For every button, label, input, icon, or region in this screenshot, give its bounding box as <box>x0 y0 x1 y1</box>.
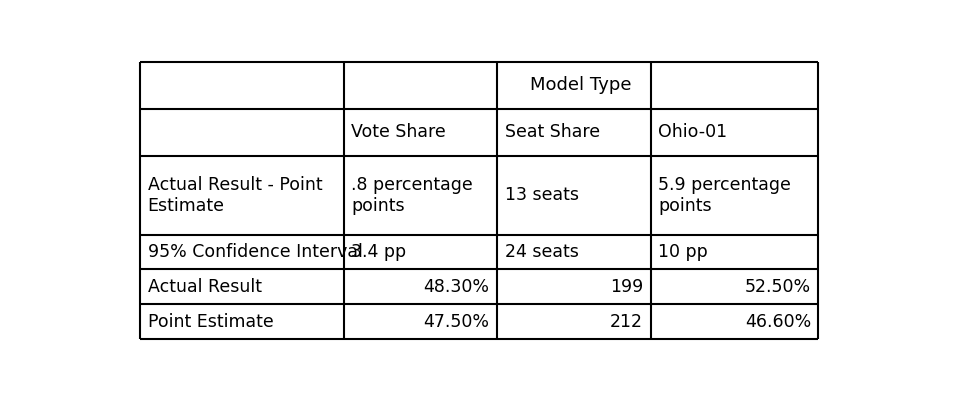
Text: Point Estimate: Point Estimate <box>147 313 273 331</box>
Text: 24 seats: 24 seats <box>504 243 578 261</box>
Text: Actual Result - Point
Estimate: Actual Result - Point Estimate <box>147 176 322 214</box>
Text: 5.9 percentage
points: 5.9 percentage points <box>658 176 791 214</box>
Text: 52.50%: 52.50% <box>744 278 810 296</box>
Text: Seat Share: Seat Share <box>504 123 599 141</box>
Text: Actual Result: Actual Result <box>147 278 262 296</box>
Text: 47.50%: 47.50% <box>423 313 489 331</box>
Text: 95% Confidence Interval: 95% Confidence Interval <box>147 243 362 261</box>
Text: 3.4 pp: 3.4 pp <box>351 243 406 261</box>
Text: 10 pp: 10 pp <box>658 243 707 261</box>
Text: 13 seats: 13 seats <box>504 186 578 204</box>
Text: 46.60%: 46.60% <box>744 313 810 331</box>
Text: 48.30%: 48.30% <box>423 278 489 296</box>
Text: 199: 199 <box>610 278 642 296</box>
Text: Ohio-01: Ohio-01 <box>658 123 727 141</box>
Text: Model Type: Model Type <box>530 76 631 94</box>
Text: Vote Share: Vote Share <box>351 123 446 141</box>
Text: 212: 212 <box>610 313 642 331</box>
Text: .8 percentage
points: .8 percentage points <box>351 176 472 214</box>
